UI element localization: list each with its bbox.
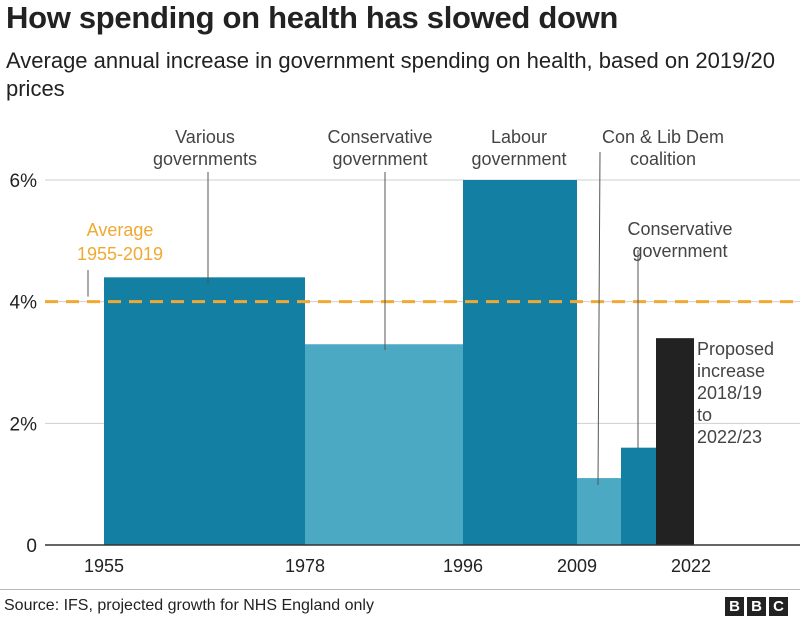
bar-label-2-line-0: Labour xyxy=(491,127,547,147)
logo-letter-c: C xyxy=(769,597,788,616)
bar-label-5-line-3: to xyxy=(697,405,712,425)
bar-2 xyxy=(463,180,577,545)
bar-label-5-line-1: increase xyxy=(697,361,765,381)
bar-label-3-line-1: coalition xyxy=(630,149,696,169)
bar-label-5-line-4: 2022/23 xyxy=(697,427,762,447)
average-label-line-0: Average xyxy=(87,220,154,240)
footer-divider xyxy=(0,589,800,590)
bar-label-5-line-0: Proposed xyxy=(697,339,774,359)
bar-5 xyxy=(656,338,694,545)
bar-label-0-line-0: Various xyxy=(175,127,235,147)
logo-letter-b2: B xyxy=(747,597,766,616)
x-tick-label-1: 1978 xyxy=(285,556,325,576)
bar-label-1-line-1: government xyxy=(332,149,427,169)
bar-0 xyxy=(104,277,305,545)
x-tick-label-0: 1955 xyxy=(84,556,124,576)
x-tick-label-3: 2009 xyxy=(557,556,597,576)
y-tick-label-3: 6% xyxy=(10,171,38,192)
bar-leader-line-3 xyxy=(597,151,601,486)
y-tick-label-1: 2% xyxy=(10,414,38,435)
bbc-logo: B B C xyxy=(725,597,788,616)
y-tick-label-0: 0 xyxy=(26,536,37,557)
logo-letter-b1: B xyxy=(725,597,744,616)
bar-1 xyxy=(305,344,463,545)
x-tick-label-4: 2022 xyxy=(671,556,711,576)
chart-plot: 0 2% 4% 6% 1955 1978 1996 2009 2022 Average 1955-2… xyxy=(10,127,800,576)
bar-label-1-line-0: Conservative xyxy=(327,127,432,147)
average-label-line-1: 1955-2019 xyxy=(77,244,163,264)
bar-label-3-line-0: Con & Lib Dem xyxy=(602,127,724,147)
y-tick-label-2: 4% xyxy=(10,293,38,314)
chart-subtitle: Average annual increase in government sp… xyxy=(6,48,775,101)
bar-label-4-line-0: Conservative xyxy=(627,219,732,239)
bar-label-0-line-1: governments xyxy=(153,149,257,169)
bar-label-4-line-1: government xyxy=(632,241,727,261)
bar-4 xyxy=(621,447,656,545)
x-tick-label-2: 1996 xyxy=(443,556,483,576)
chart-title: How spending on health has slowed down xyxy=(6,0,619,35)
bar-3 xyxy=(577,478,621,545)
bar-label-2-line-1: government xyxy=(471,149,566,169)
source-note: Source: IFS, projected growth for NHS En… xyxy=(4,597,374,614)
bar-label-5-line-2: 2018/19 xyxy=(697,383,762,403)
